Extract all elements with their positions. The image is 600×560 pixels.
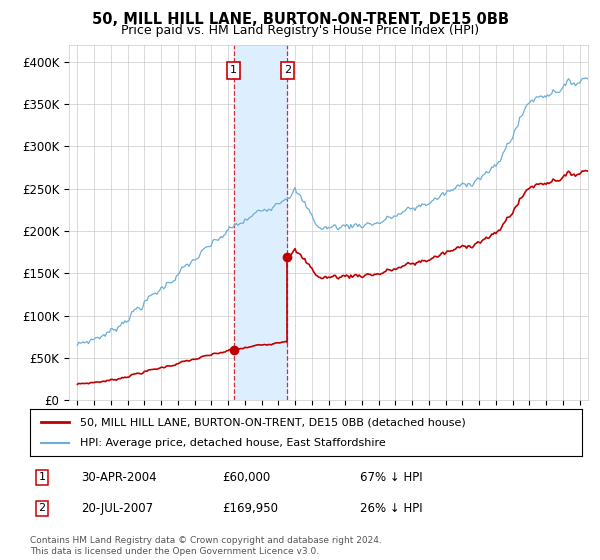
Text: 67% ↓ HPI: 67% ↓ HPI (360, 470, 422, 484)
Text: £169,950: £169,950 (222, 502, 278, 515)
Text: 2: 2 (284, 65, 291, 75)
Text: Contains HM Land Registry data © Crown copyright and database right 2024.
This d: Contains HM Land Registry data © Crown c… (30, 536, 382, 556)
Text: £60,000: £60,000 (222, 470, 270, 484)
Text: 1: 1 (230, 65, 237, 75)
Text: 2: 2 (38, 503, 46, 514)
Text: 1: 1 (38, 472, 46, 482)
Text: 50, MILL HILL LANE, BURTON-ON-TRENT, DE15 0BB: 50, MILL HILL LANE, BURTON-ON-TRENT, DE1… (91, 12, 509, 27)
Bar (233, 45, 287, 400)
Text: 30-APR-2004: 30-APR-2004 (81, 470, 157, 484)
Text: 50, MILL HILL LANE, BURTON-ON-TRENT, DE15 0BB (detached house): 50, MILL HILL LANE, BURTON-ON-TRENT, DE1… (80, 417, 466, 427)
Text: 26% ↓ HPI: 26% ↓ HPI (360, 502, 422, 515)
Text: 20-JUL-2007: 20-JUL-2007 (81, 502, 153, 515)
Text: HPI: Average price, detached house, East Staffordshire: HPI: Average price, detached house, East… (80, 438, 385, 448)
Text: Price paid vs. HM Land Registry's House Price Index (HPI): Price paid vs. HM Land Registry's House … (121, 24, 479, 36)
